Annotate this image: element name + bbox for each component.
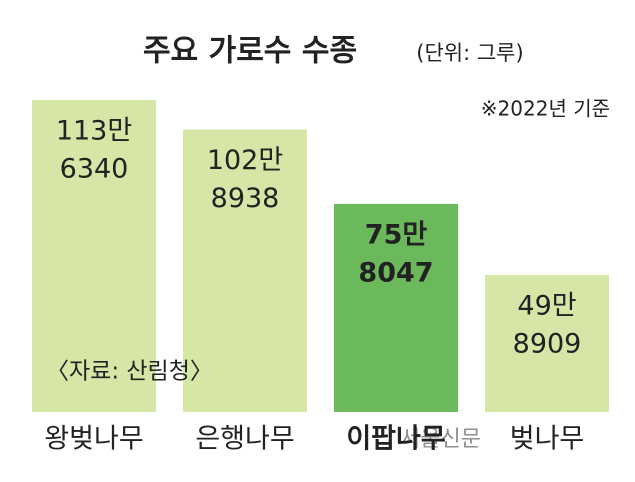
value-label: 75만 — [365, 219, 428, 250]
watermark: 서울신문 — [400, 427, 481, 452]
source: 〈자료: 산림청〉 — [46, 359, 213, 385]
value-label: 8909 — [513, 329, 582, 360]
value-label: 113만 — [56, 115, 132, 146]
x-tick-label: 벚나무 — [510, 424, 585, 455]
chart-title: 주요 가로수 수종 — [143, 34, 357, 69]
x-tick-label: 이팝나무 — [346, 424, 445, 455]
x-tick-label: 은행나무 — [195, 424, 294, 455]
bar — [334, 203, 458, 412]
bar — [485, 275, 609, 412]
bar — [32, 99, 156, 412]
bar — [183, 129, 307, 413]
value-label: 6340 — [60, 153, 129, 184]
plot: 113만 6340 왕벚나무 102만 8938 은행나무 75만 8047 이팝나무 49만 89… — [32, 99, 609, 455]
x-tick-label: 왕벚나무 — [44, 424, 143, 455]
value-label: 8047 — [358, 257, 433, 288]
value-label: 49만 — [517, 291, 576, 322]
chart-subtitle: (단위: 그루) — [416, 41, 523, 65]
value-label: 102만 — [207, 145, 283, 176]
value-label: 8938 — [211, 183, 280, 214]
note: ※2022년 기준 — [481, 97, 610, 121]
